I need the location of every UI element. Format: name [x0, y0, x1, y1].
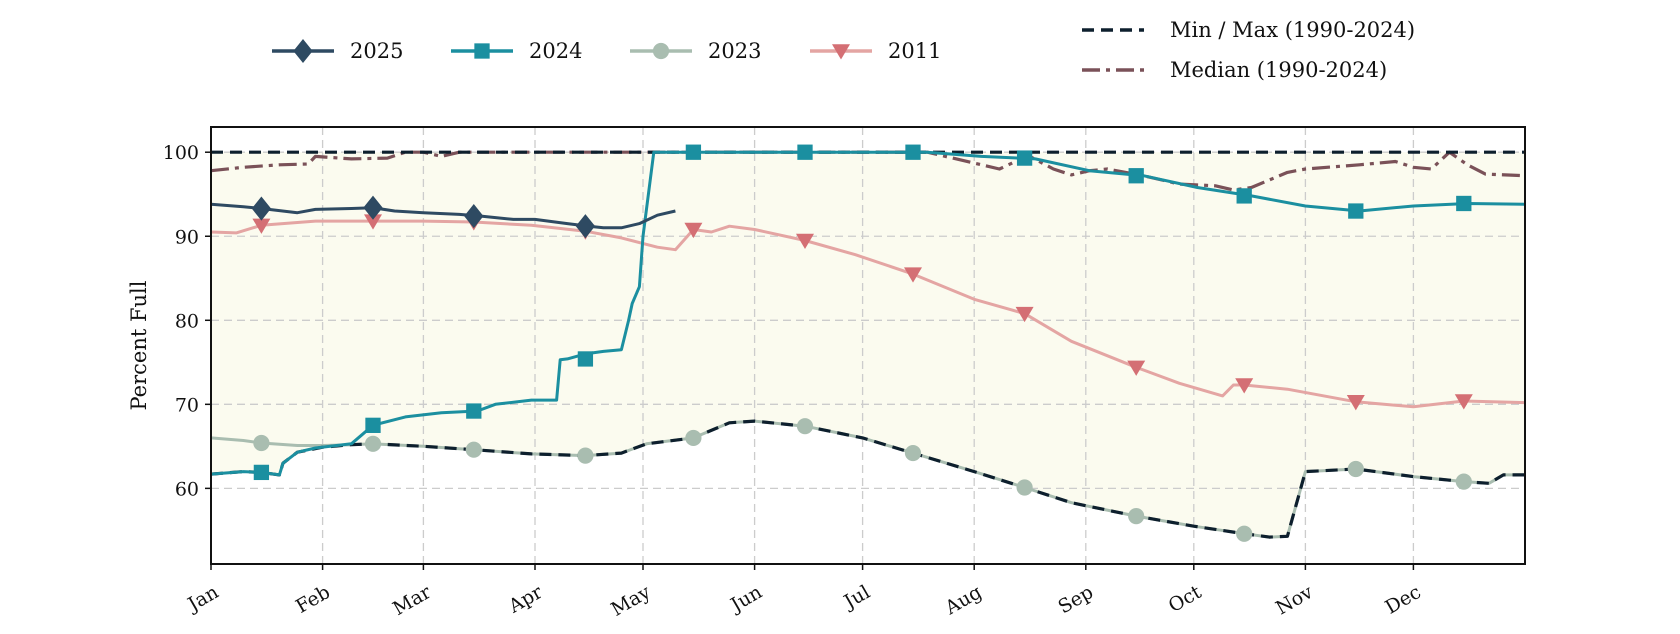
data-marker-2024	[365, 417, 381, 433]
legend-label: 2023	[708, 39, 761, 63]
min-max-fill	[211, 152, 1525, 538]
y-axis-label: Percent Full	[127, 280, 151, 410]
legend-label: 2011	[888, 39, 941, 63]
data-marker-2011	[1346, 395, 1365, 411]
data-marker-2025	[363, 195, 383, 220]
legend-item-min-max-1990-2024: Min / Max (1990-2024)	[1082, 18, 1415, 42]
data-marker-2023	[364, 435, 382, 452]
legend-label: Median (1990-2024)	[1170, 58, 1387, 82]
legend-marker	[293, 38, 313, 64]
data-marker-2011	[1235, 378, 1254, 394]
data-marker-2024	[1128, 168, 1144, 184]
data-marker-2024	[577, 351, 594, 367]
legend-label: 2024	[529, 39, 582, 63]
min-max-band	[211, 152, 1525, 538]
data-marker-2024	[253, 464, 270, 481]
y-tick-label: 100	[163, 142, 199, 164]
data-marker-2011	[684, 222, 703, 239]
data-marker-2023	[904, 444, 922, 462]
legend-label: 2025	[350, 39, 403, 63]
data-marker-2011	[364, 214, 382, 230]
data-marker-2011	[1454, 394, 1473, 410]
data-marker-2023	[1016, 479, 1033, 496]
data-marker-2025	[251, 196, 272, 221]
legend: 2025 2024 2023 2011 Min / Max (1990-2024) Med…	[272, 18, 1415, 82]
legend-marker	[652, 42, 670, 60]
data-marker-2024	[905, 144, 921, 160]
legend-item-median-1990-2024: Median (1990-2024)	[1082, 58, 1387, 82]
data-marker-2025	[575, 214, 596, 239]
y-tick-label: 60	[175, 478, 199, 500]
series-line-median-1990-2024	[210, 150, 1526, 192]
marker-layer	[251, 144, 1473, 542]
data-marker-2023	[253, 434, 270, 452]
legend-item-2025: 2025	[272, 38, 403, 64]
data-marker-2011	[252, 218, 271, 234]
data-marker-2024	[1456, 195, 1472, 212]
series-line-2024	[210, 150, 1526, 477]
data-marker-2011	[796, 233, 814, 250]
legend-marker	[832, 44, 850, 60]
data-marker-2023	[1236, 525, 1253, 542]
y-tick-label: 90	[175, 226, 199, 248]
data-marker-2024	[1348, 203, 1364, 219]
y-tick-label: 70	[175, 394, 199, 416]
data-marker-2023	[1455, 473, 1472, 490]
data-marker-2024	[685, 144, 702, 160]
data-marker-2011	[1127, 360, 1146, 376]
data-marker-2025	[464, 204, 484, 229]
data-marker-2023	[685, 429, 702, 447]
legend-item-2023: 2023	[630, 39, 761, 63]
data-marker-2024	[1236, 188, 1252, 204]
data-marker-2023	[577, 447, 594, 464]
data-marker-2024	[466, 403, 482, 419]
data-marker-2011	[904, 267, 922, 283]
legend-item-2011: 2011	[810, 39, 941, 63]
data-marker-2023	[796, 418, 814, 435]
legend-marker	[474, 43, 490, 59]
data-marker-2023	[1347, 460, 1364, 478]
data-marker-2024	[1016, 150, 1033, 166]
data-marker-2023	[1128, 507, 1145, 525]
legend-label: Min / Max (1990-2024)	[1170, 18, 1415, 42]
legend-item-2024: 2024	[451, 39, 582, 63]
data-marker-2024	[797, 144, 813, 160]
data-marker-2011	[1015, 306, 1034, 323]
y-tick-label: 80	[175, 310, 199, 332]
data-marker-2023	[465, 441, 482, 458]
plot-frame	[210, 126, 1526, 565]
